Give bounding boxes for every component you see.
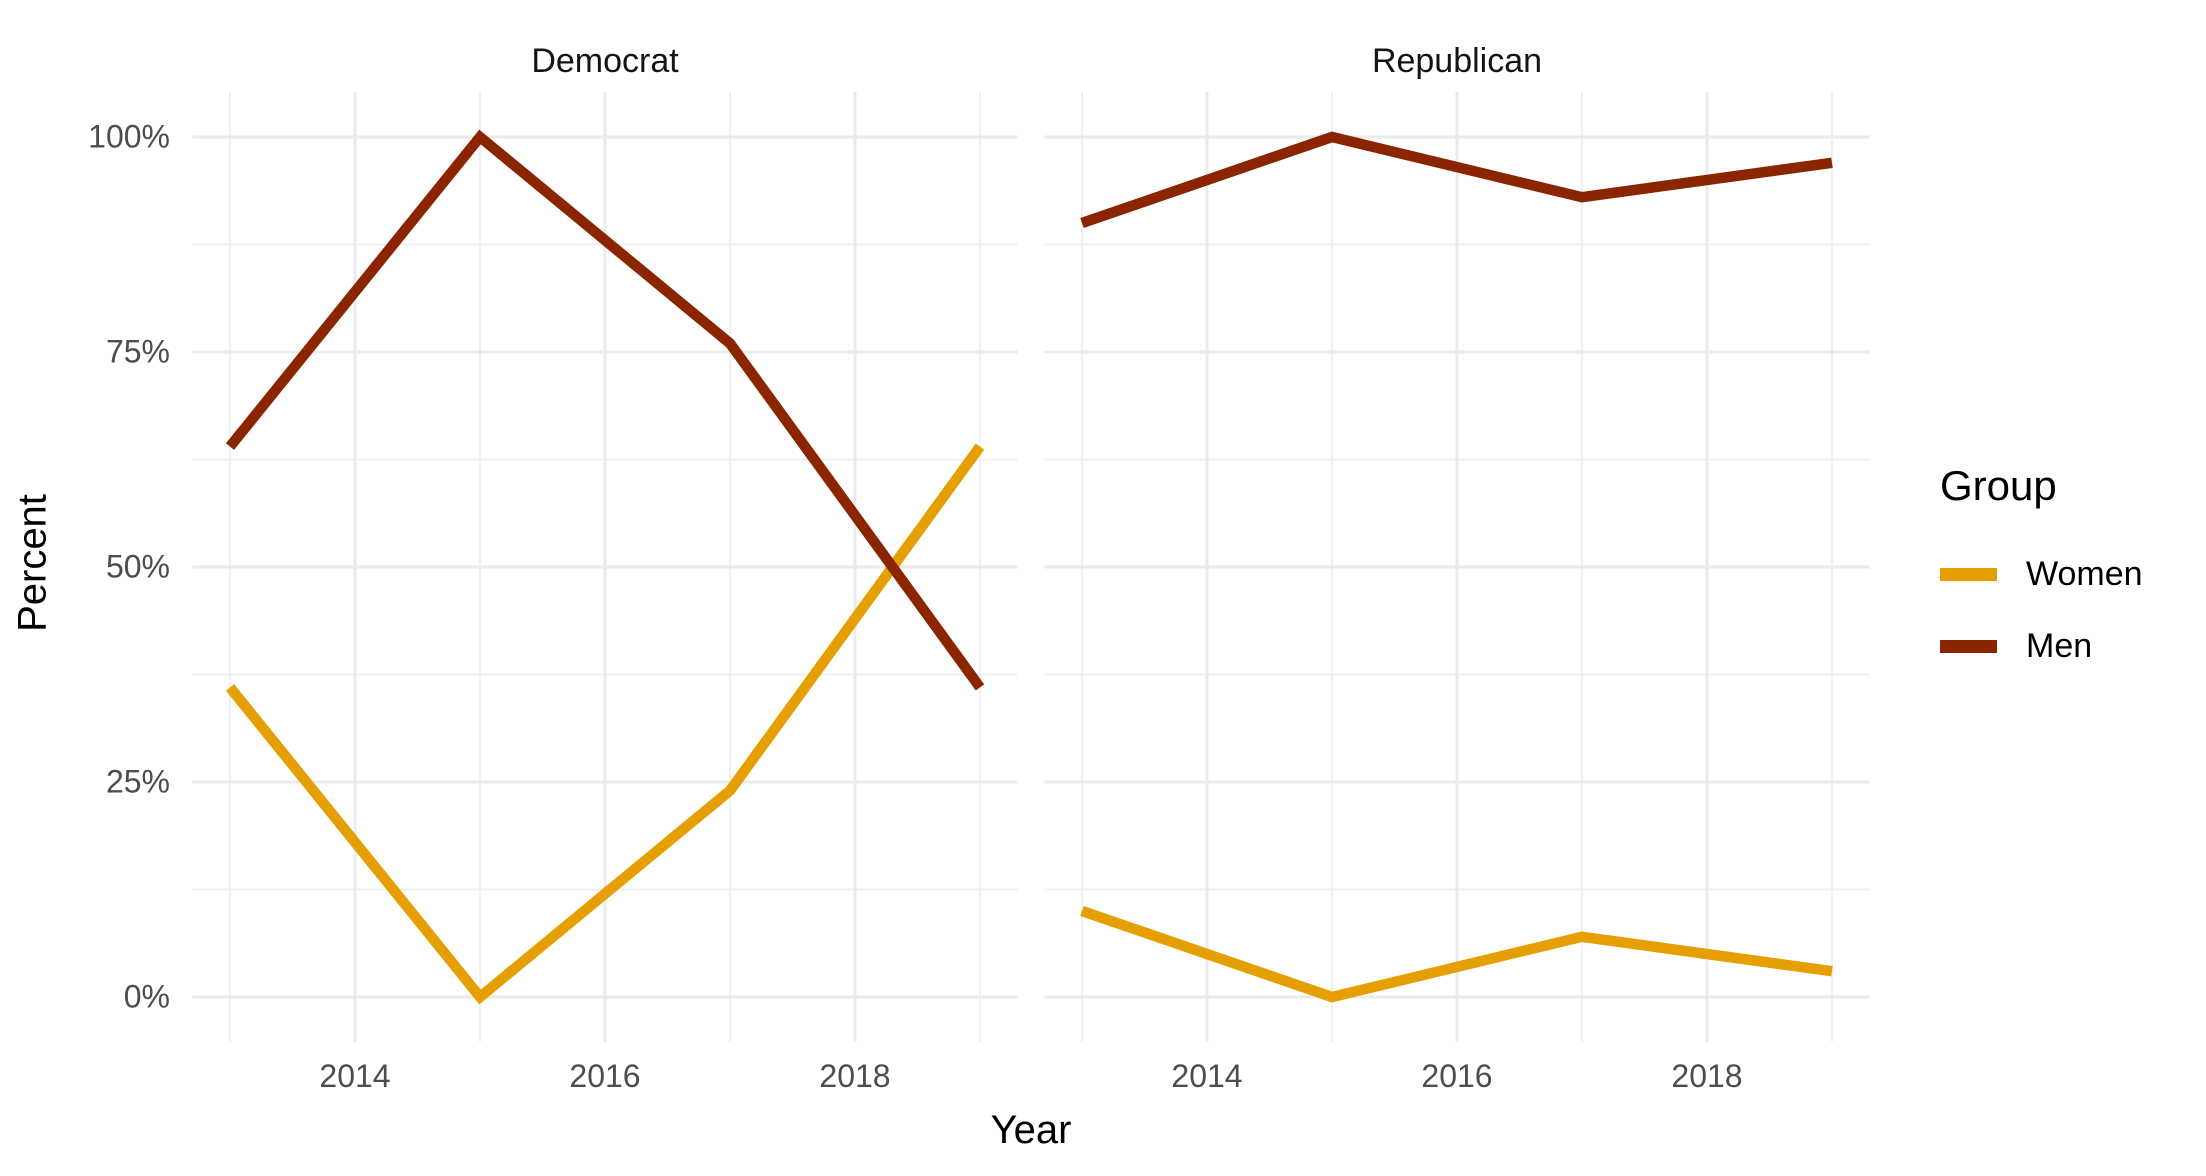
legend: Group Women Men: [1940, 462, 2143, 696]
facet-title-republican: Republican: [1371, 42, 1543, 80]
x-axis-title: Year: [990, 1108, 1072, 1152]
x-tick-label: 2016: [1421, 1058, 1493, 1094]
x-tick-label: 2014: [1171, 1058, 1243, 1094]
republican-men-line: [1080, 131, 1833, 228]
legend-item-men: Men: [1940, 624, 2143, 668]
legend-label-women: Women: [2026, 554, 2143, 593]
democrat-men-line: [225, 129, 985, 691]
legend-label-men: Men: [2026, 626, 2093, 665]
women-line-swatch: [1940, 567, 1997, 581]
legend-title: Group: [1940, 462, 2057, 509]
x-tick-label: 2014: [319, 1058, 391, 1094]
republican-women-line: [1080, 906, 1833, 1003]
men-line-swatch: [1940, 639, 1997, 653]
y-tick-label: 100%: [88, 118, 170, 155]
facet-title-democrat: Democrat: [531, 42, 679, 80]
y-tick-label: 50%: [105, 548, 170, 585]
x-tick-label: 2016: [569, 1058, 641, 1094]
y-tick-label: 0%: [123, 978, 170, 1015]
y-tick-label: 75%: [105, 333, 170, 370]
legend-item-women: Women: [1940, 552, 2143, 596]
x-tick-label: 2018: [819, 1058, 891, 1094]
y-tick-label: 25%: [105, 763, 170, 800]
x-tick-label: 2018: [1671, 1058, 1743, 1094]
democrat-women-line: [225, 443, 985, 1005]
